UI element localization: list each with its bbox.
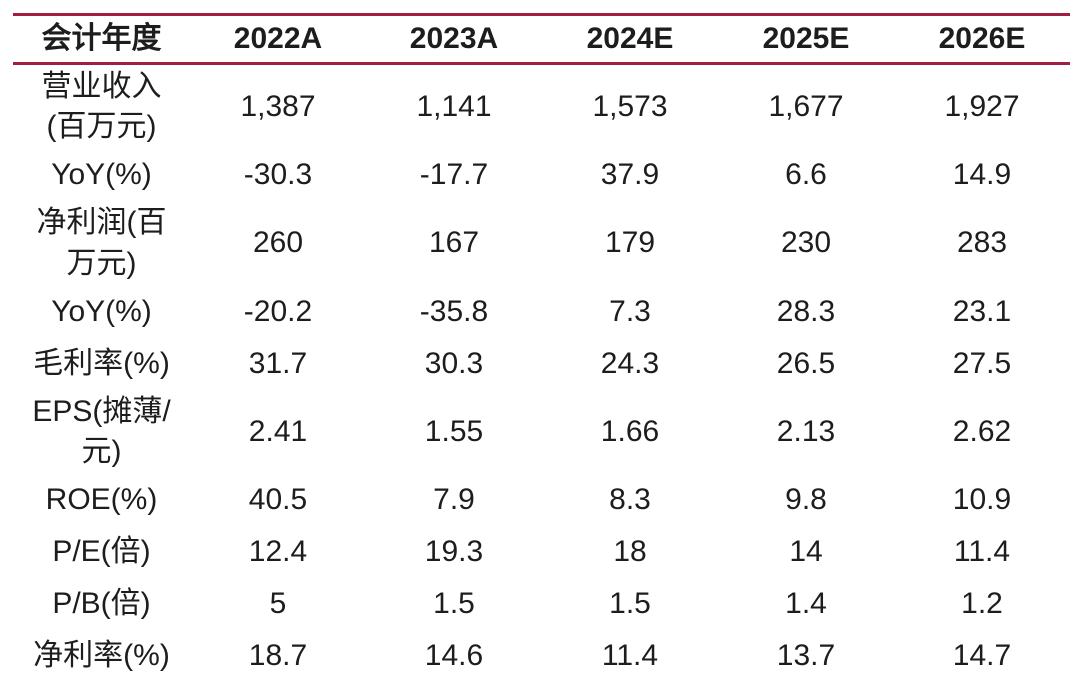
value-cell: 14.6 (424, 639, 484, 673)
value-cell: -35.8 (419, 294, 489, 328)
value-cell: 167 (428, 226, 480, 260)
table-row: 毛利率(%) 31.7 30.3 24.3 26.5 27.5 (13, 338, 1070, 390)
table-row: 净利率(%) 18.7 14.6 11.4 13.7 14.7 (13, 630, 1070, 681)
value-cell: 18 (613, 535, 647, 569)
value-cell: 24.3 (600, 346, 660, 380)
row-label-cell: P/B(倍) (52, 587, 151, 621)
value-cell: 6.6 (785, 158, 827, 192)
value-cell: 5 (269, 587, 287, 621)
value-cell: 7.9 (433, 483, 475, 517)
row-label-cell: EPS(摊薄/ 元) (32, 394, 171, 468)
value-cell: 283 (956, 226, 1008, 260)
value-cell: 1,677 (768, 90, 844, 124)
value-cell: 1.2 (961, 587, 1003, 621)
table-row: P/E(倍) 12.4 19.3 18 14 11.4 (13, 526, 1070, 578)
table-row: EPS(摊薄/ 元) 2.41 1.55 1.66 2.13 2.62 (13, 390, 1070, 474)
value-cell: 1,141 (416, 90, 492, 124)
row-label-cell: YoY(%) (51, 158, 152, 192)
value-cell: 1,387 (240, 90, 316, 124)
value-cell: 28.3 (776, 294, 836, 328)
value-cell: 19.3 (424, 535, 484, 569)
row-label-cell: YoY(%) (51, 294, 152, 328)
value-cell: 13.7 (776, 639, 836, 673)
table-body: 营业收入 (百万元) 1,387 1,141 1,573 1,677 1,927 YoY(%… (13, 64, 1070, 681)
row-label-cell: ROE(%) (45, 483, 158, 517)
value-cell: 14 (789, 535, 823, 569)
value-cell: 179 (604, 226, 656, 260)
value-cell: 31.7 (248, 346, 308, 380)
value-cell: 10.9 (952, 483, 1012, 517)
value-cell: 14.7 (952, 639, 1012, 673)
value-cell: 260 (252, 226, 304, 260)
table-row: 净利润(百 万元) 260 167 179 230 283 (13, 201, 1070, 285)
table-header-row: 会计年度 2022A 2023A 2024E 2025E 2026E (13, 14, 1070, 65)
table-row: YoY(%) -20.2 -35.8 7.3 28.3 23.1 (13, 286, 1070, 338)
value-cell: -20.2 (243, 294, 313, 328)
value-cell: 37.9 (600, 158, 660, 192)
value-cell: 11.4 (953, 535, 1011, 569)
header-cell-2023a: 2023A (366, 14, 542, 65)
value-cell: 26.5 (776, 346, 836, 380)
row-label-cell: 净利润(百 万元) (36, 206, 167, 280)
row-label-cell: 净利率(%) (33, 639, 170, 673)
value-cell: 14.9 (952, 158, 1012, 192)
value-cell: 1.5 (433, 587, 475, 621)
value-cell: 1.5 (609, 587, 651, 621)
value-cell: 1,927 (944, 90, 1020, 124)
value-cell: 1.55 (424, 414, 484, 448)
value-cell: 1.66 (600, 414, 660, 448)
value-cell: 11.4 (601, 639, 659, 673)
row-label-cell: 营业收入 (百万元) (41, 70, 162, 144)
value-cell: 30.3 (424, 346, 484, 380)
value-cell: 230 (780, 226, 832, 260)
table-row: 营业收入 (百万元) 1,387 1,141 1,573 1,677 1,927 (13, 64, 1070, 150)
value-cell: 1.4 (785, 587, 827, 621)
value-cell: 23.1 (952, 294, 1012, 328)
value-cell: 7.3 (609, 294, 651, 328)
financial-forecast-table: 会计年度 2022A 2023A 2024E 2025E 2026E 营业收入 … (13, 13, 1070, 681)
header-cell-2026e: 2026E (894, 14, 1070, 65)
value-cell: 8.3 (609, 483, 651, 517)
value-cell: 9.8 (785, 483, 827, 517)
header-cell-2024e: 2024E (542, 14, 718, 65)
value-cell: -30.3 (243, 158, 313, 192)
value-cell: 2.62 (952, 414, 1012, 448)
value-cell: 12.4 (248, 535, 308, 569)
value-cell: 1,573 (592, 90, 668, 124)
value-cell: 27.5 (952, 346, 1012, 380)
table-row: YoY(%) -30.3 -17.7 37.9 6.6 14.9 (13, 149, 1070, 201)
table-row: P/B(倍) 5 1.5 1.5 1.4 1.2 (13, 578, 1070, 630)
header-cell-2025e: 2025E (718, 14, 894, 65)
header-cell-2022a: 2022A (190, 14, 366, 65)
value-cell: 2.13 (776, 414, 836, 448)
header-cell-metric: 会计年度 (13, 14, 190, 65)
row-label-cell: 毛利率(%) (33, 346, 170, 380)
row-label-cell: P/E(倍) (52, 535, 151, 569)
table-row: ROE(%) 40.5 7.9 8.3 9.8 10.9 (13, 474, 1070, 526)
value-cell: -17.7 (419, 158, 489, 192)
value-cell: 18.7 (248, 639, 308, 673)
value-cell: 2.41 (248, 414, 308, 448)
value-cell: 40.5 (248, 483, 308, 517)
